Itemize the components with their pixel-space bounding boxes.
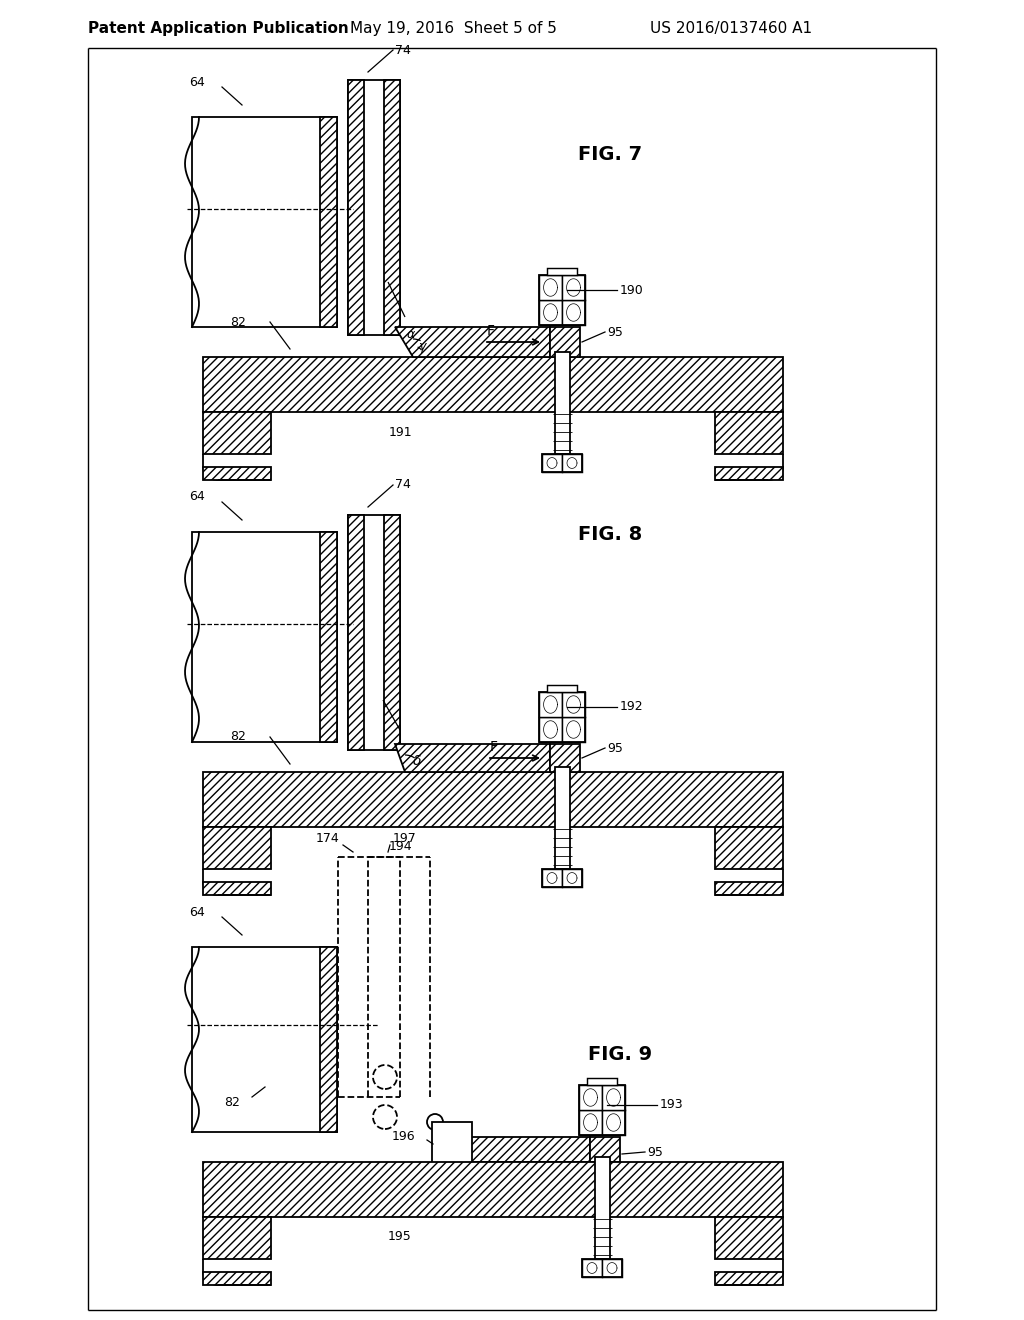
Bar	[579, 1085, 602, 1110]
Text: 82: 82	[224, 1096, 240, 1109]
Text: 193: 193	[660, 1098, 684, 1111]
Bar	[542, 869, 582, 887]
Text: 195: 195	[388, 1230, 412, 1243]
Text: US 2016/0137460 A1: US 2016/0137460 A1	[650, 21, 812, 36]
Bar	[542, 869, 562, 887]
Bar	[579, 1085, 625, 1135]
Text: 64: 64	[189, 75, 205, 88]
Text: $\alpha$: $\alpha$	[406, 329, 416, 342]
Text: 191: 191	[388, 425, 412, 438]
Bar	[348, 81, 400, 335]
Bar	[562, 717, 585, 742]
Text: $\delta$: $\delta$	[412, 754, 422, 768]
Text: 192: 192	[620, 701, 644, 714]
Text: 95: 95	[647, 1146, 663, 1159]
Bar	[539, 692, 585, 742]
Bar	[348, 515, 400, 750]
Text: 64: 64	[189, 906, 205, 919]
Bar	[384, 515, 400, 750]
Bar	[203, 1272, 271, 1284]
Text: $\gamma$: $\gamma$	[418, 341, 428, 355]
Polygon shape	[395, 744, 550, 772]
Bar	[542, 454, 562, 473]
Bar	[193, 532, 337, 742]
Text: 74: 74	[395, 479, 411, 491]
Text: 82: 82	[230, 315, 246, 329]
Bar	[550, 327, 580, 356]
Bar	[348, 81, 364, 335]
Bar	[582, 1259, 602, 1276]
Text: 82: 82	[230, 730, 246, 743]
Bar	[590, 1137, 620, 1162]
Text: F: F	[490, 741, 498, 754]
Bar	[203, 882, 271, 895]
Bar	[547, 685, 577, 692]
Bar	[539, 717, 562, 742]
Text: 95: 95	[607, 326, 623, 338]
Bar	[587, 1078, 616, 1085]
Bar	[715, 828, 783, 869]
Bar	[602, 1085, 625, 1110]
Text: FIG. 7: FIG. 7	[578, 145, 642, 165]
Polygon shape	[395, 327, 550, 356]
Bar	[562, 692, 585, 717]
Bar	[542, 454, 582, 473]
Bar	[715, 882, 783, 895]
Bar	[602, 1259, 622, 1276]
Text: FIG. 8: FIG. 8	[578, 525, 642, 544]
Bar	[193, 946, 337, 1133]
Bar	[203, 1162, 783, 1217]
Bar	[539, 692, 562, 717]
Bar	[384, 81, 400, 335]
Bar	[539, 300, 562, 325]
Bar	[348, 515, 364, 750]
Bar	[203, 1217, 271, 1259]
Bar	[319, 532, 337, 742]
Bar	[550, 744, 580, 772]
Bar	[562, 869, 582, 887]
Bar	[539, 275, 562, 300]
Text: 64: 64	[189, 491, 205, 503]
Bar	[715, 412, 783, 454]
Bar	[547, 268, 577, 275]
Text: 194: 194	[388, 841, 412, 854]
Bar	[203, 412, 271, 454]
Circle shape	[427, 1166, 443, 1181]
Bar	[602, 1110, 625, 1135]
Bar	[440, 1137, 590, 1162]
Text: 95: 95	[607, 742, 623, 755]
Bar	[203, 772, 783, 828]
Bar	[715, 1272, 783, 1284]
Bar	[203, 467, 271, 480]
Bar	[203, 828, 271, 869]
Bar	[562, 300, 585, 325]
Circle shape	[427, 1114, 443, 1130]
Bar	[562, 275, 585, 300]
Bar	[595, 1158, 609, 1259]
Text: FIG. 9: FIG. 9	[588, 1045, 652, 1064]
Text: 196: 196	[391, 1130, 415, 1143]
Bar	[579, 1110, 602, 1135]
Bar	[203, 356, 783, 412]
Text: 197: 197	[393, 833, 417, 846]
Bar	[555, 767, 569, 869]
Bar	[715, 467, 783, 480]
Text: 74: 74	[395, 44, 411, 57]
Bar	[319, 117, 337, 327]
Text: 190: 190	[620, 284, 644, 297]
Text: 174: 174	[316, 833, 340, 846]
Bar	[562, 454, 582, 473]
Bar	[432, 1122, 472, 1173]
Bar	[193, 117, 337, 327]
Text: May 19, 2016  Sheet 5 of 5: May 19, 2016 Sheet 5 of 5	[350, 21, 557, 36]
Bar	[715, 1217, 783, 1259]
Text: F: F	[487, 323, 495, 338]
Bar	[319, 946, 337, 1133]
Bar	[582, 1259, 622, 1276]
Bar	[539, 275, 585, 325]
Bar	[555, 352, 569, 454]
Text: Patent Application Publication: Patent Application Publication	[88, 21, 349, 36]
